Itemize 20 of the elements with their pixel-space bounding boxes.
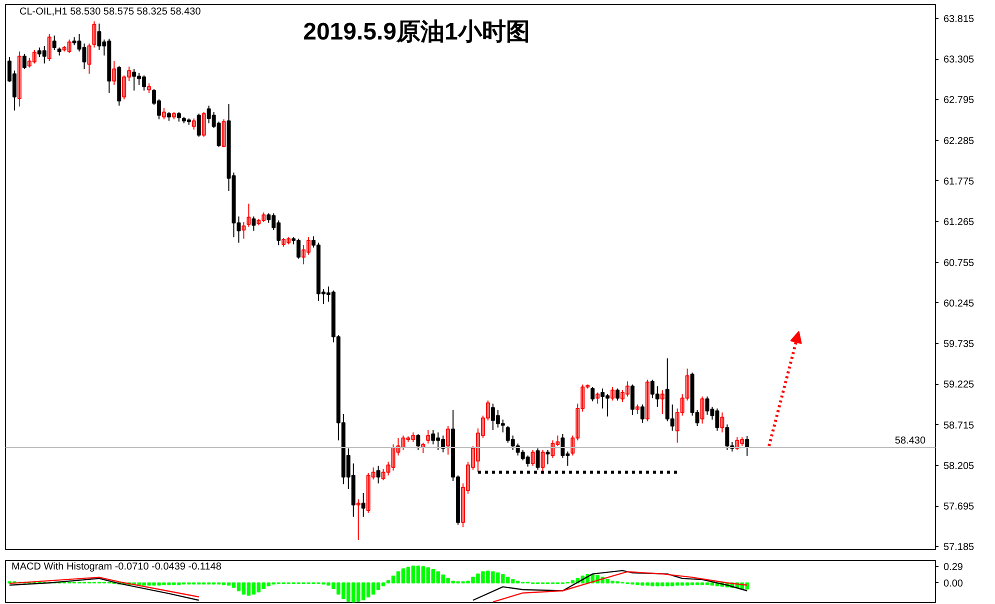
ref-line-label: 58.430 — [894, 436, 926, 447]
y-tick-label: 60.755 — [944, 258, 975, 269]
y-tick-label: 57.185 — [944, 542, 975, 554]
chart-subtitle: CL-OIL,H1 58.530 58.575 58.325 58.430 — [20, 6, 202, 18]
y-tick-label: 58.205 — [944, 460, 975, 472]
y-tick-label: 61.775 — [944, 176, 975, 188]
y-tick-label: 57.695 — [944, 502, 975, 513]
y-tick-label: 63.305 — [944, 54, 975, 66]
text: 2019.5.9原油1小时图 — [303, 18, 530, 46]
y-tick-label: 0.00 — [944, 578, 964, 590]
y-tick-label: 60.245 — [944, 298, 975, 310]
y-tick-label: 59.735 — [944, 339, 975, 350]
y-tick-label: 63.815 — [944, 14, 975, 25]
chart-title: MACD With Histogram -0.0710 -0.0439 -0.1148 — [12, 562, 222, 572]
y-tick-label: 62.795 — [944, 95, 975, 106]
y-tick-label: 0.29 — [944, 562, 964, 574]
y-tick-label: 59.225 — [944, 380, 975, 391]
y-tick-label: 61.265 — [944, 217, 975, 228]
y-tick-label: 62.285 — [944, 136, 975, 147]
y-tick-label: 58.715 — [944, 420, 975, 432]
